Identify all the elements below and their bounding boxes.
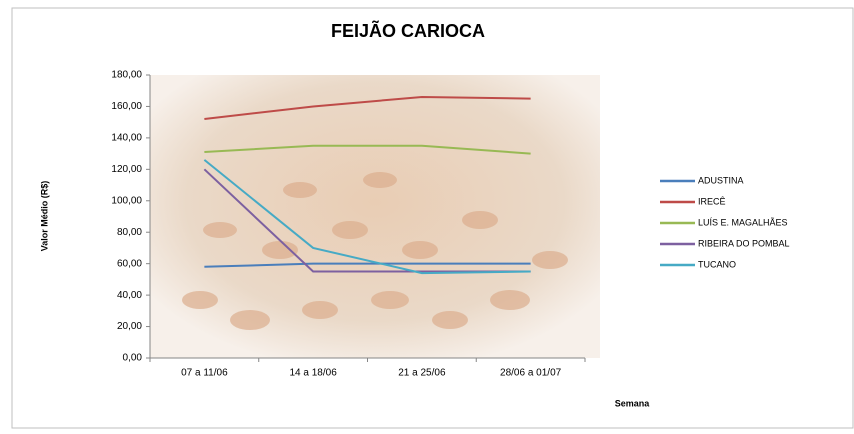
y-tick-label: 0,00 xyxy=(123,353,143,364)
chart-title: FEIJÃO CARIOCA xyxy=(331,20,485,41)
bean-pattern xyxy=(182,172,568,330)
y-tick-label: 20,00 xyxy=(117,321,142,332)
x-tick-label: 07 a 11/06 xyxy=(181,368,228,379)
x-tick-label: 21 a 25/06 xyxy=(398,368,446,379)
legend-label: ADUSTINA xyxy=(698,175,744,185)
y-axis-label: Valor Médio (R$) xyxy=(39,181,49,252)
legend-label: LUÍS E. MAGALHÃES xyxy=(698,217,788,227)
background-image xyxy=(150,75,600,358)
y-tick-label: 140,00 xyxy=(111,133,142,144)
y-tick-label: 100,00 xyxy=(111,195,142,206)
series-line xyxy=(204,96,531,121)
series-line xyxy=(203,159,531,275)
legend-label: RIBEIRA DO POMBAL xyxy=(698,238,790,248)
y-tick-label: 80,00 xyxy=(117,227,142,238)
x-tick-label: 14 a 18/06 xyxy=(289,368,337,379)
y-tick-label: 40,00 xyxy=(117,290,142,301)
y-tick-label: 180,00 xyxy=(111,70,142,81)
x-tick-label: 28/06 a 01/07 xyxy=(500,368,562,379)
series-line xyxy=(204,262,531,268)
y-tick-label: 120,00 xyxy=(111,164,142,175)
legend-label: TUCANO xyxy=(698,259,736,269)
x-axis-label: Semana xyxy=(615,398,651,408)
y-tick-label: 160,00 xyxy=(111,101,142,112)
y-tick-label: 60,00 xyxy=(117,258,142,269)
legend-label: IRECÊ xyxy=(698,196,726,206)
series-line xyxy=(204,144,531,155)
